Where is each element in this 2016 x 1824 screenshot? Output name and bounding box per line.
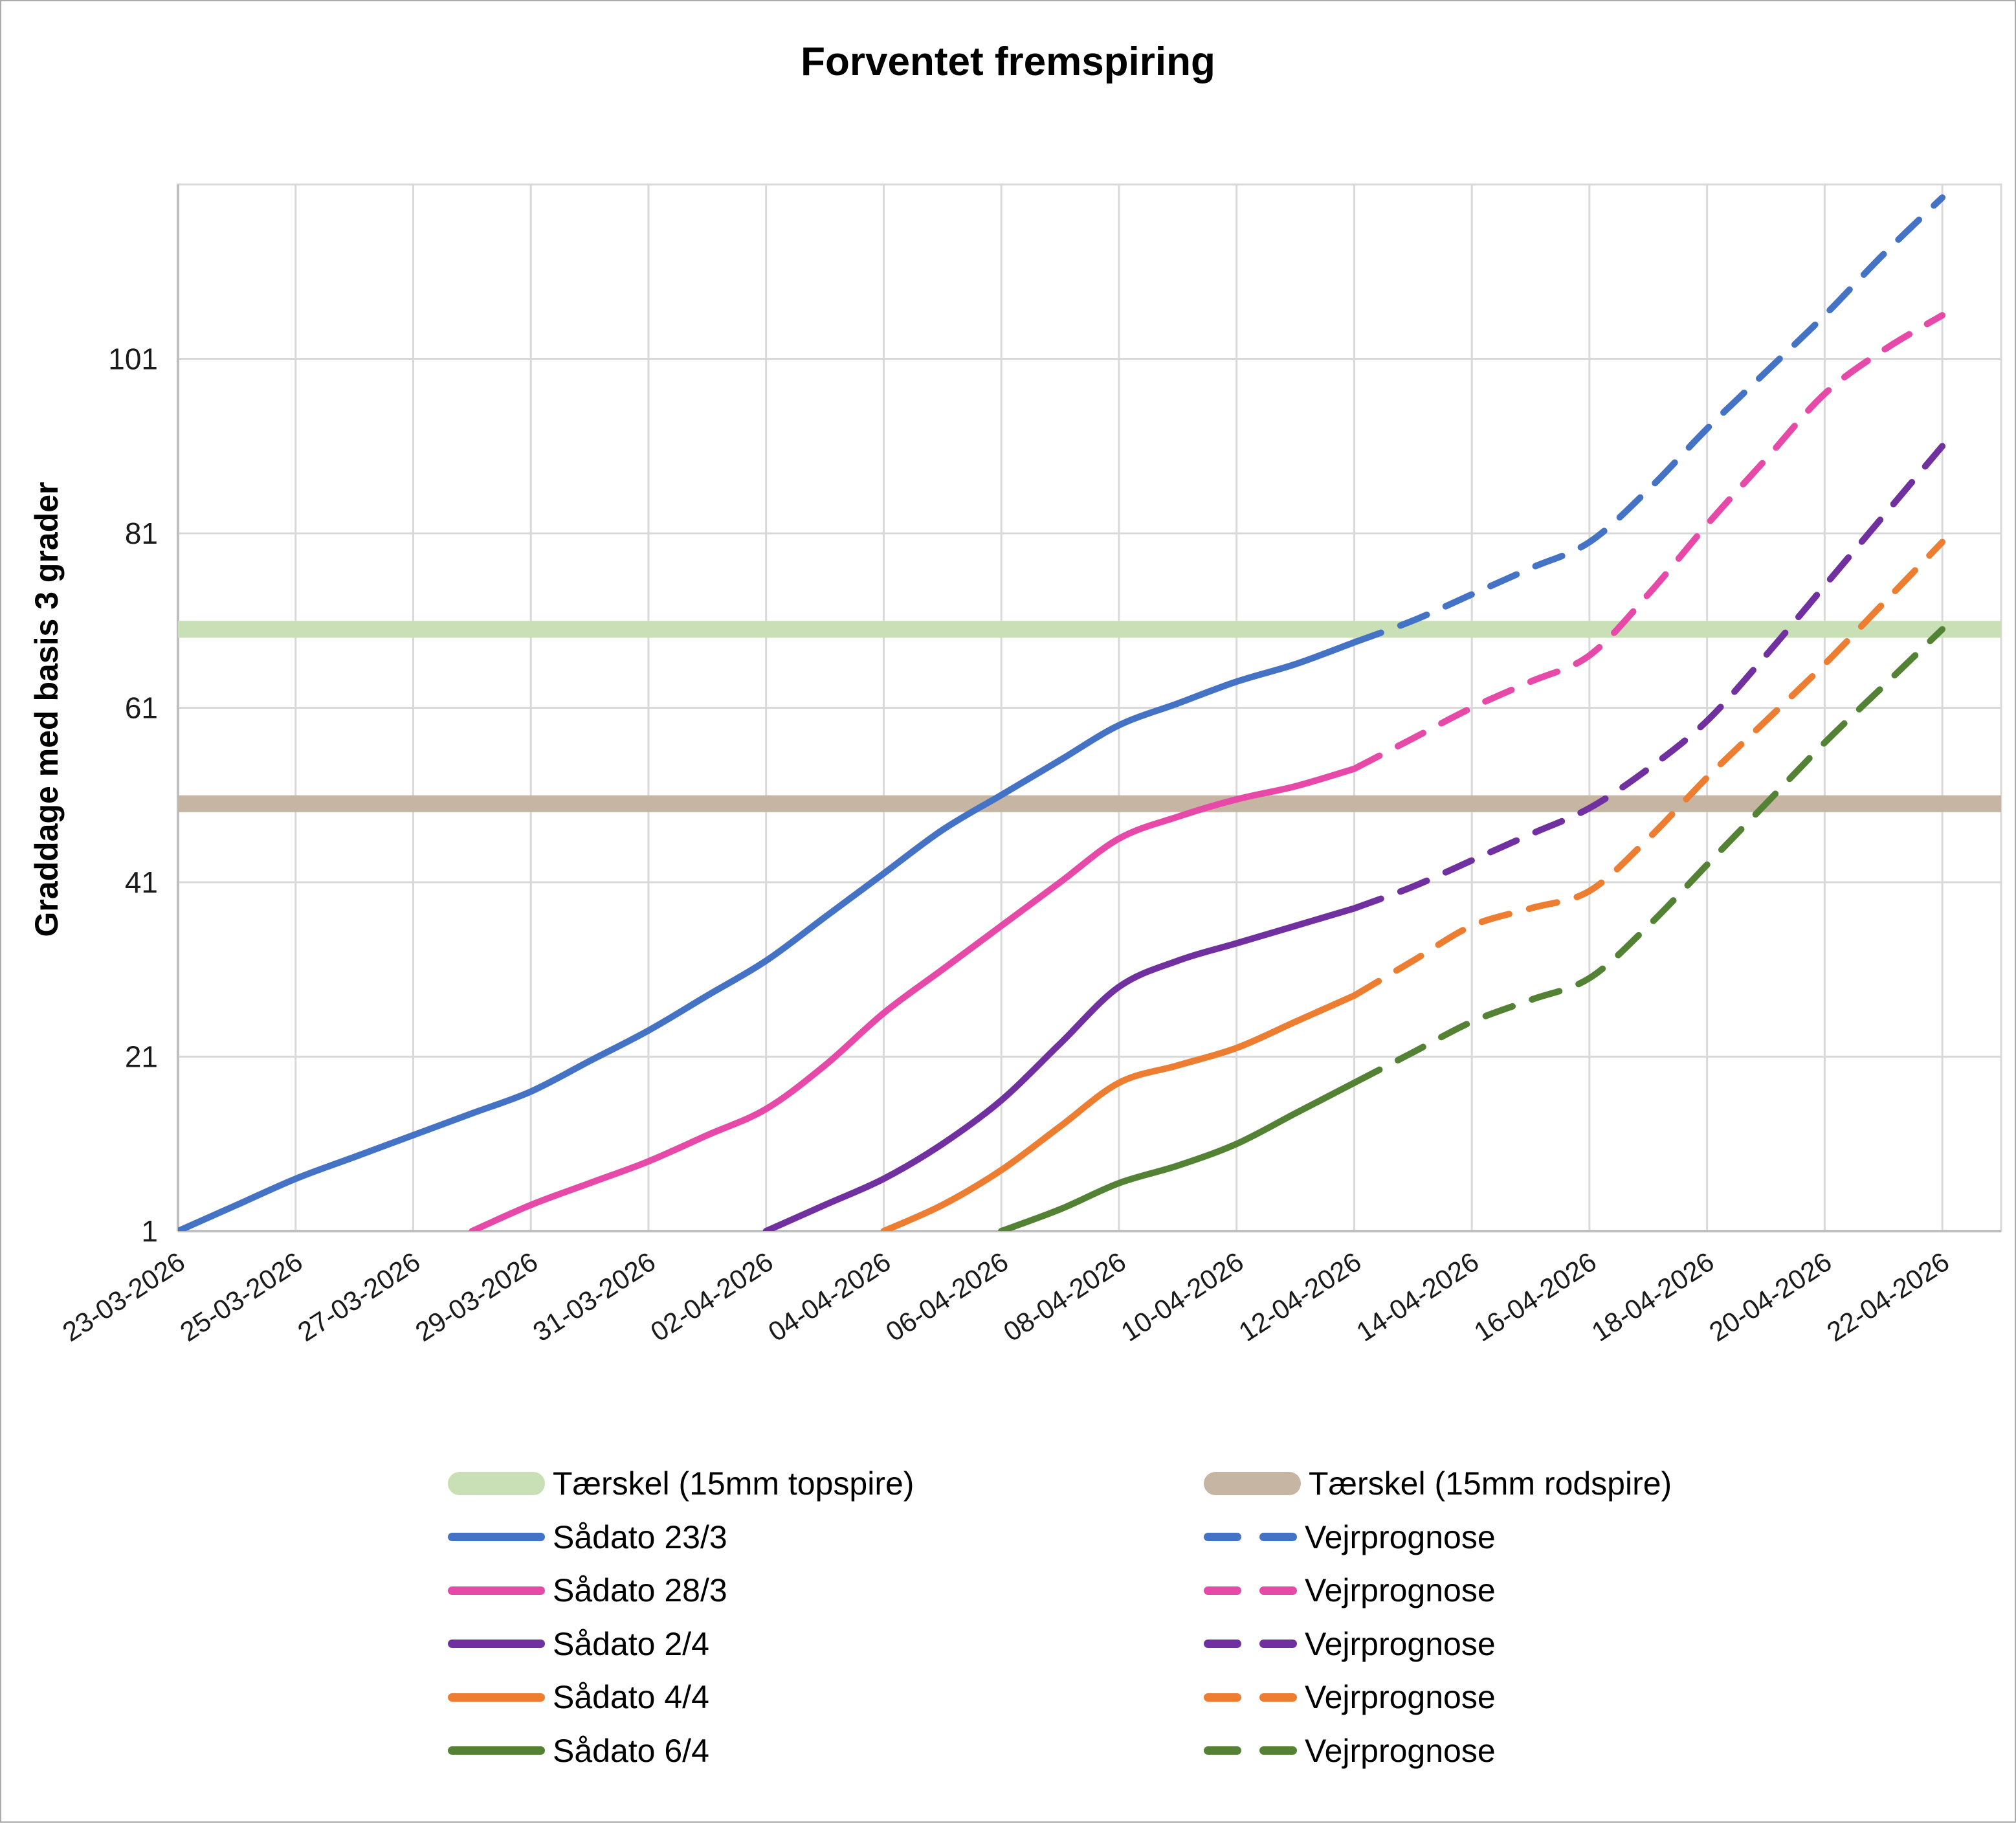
series-forecast-dashed-2 (1351, 443, 1946, 912)
y-tick-label: 61 (125, 691, 158, 725)
y-tick-label: 21 (125, 1040, 158, 1074)
x-tick-label: 10-04-2026 (1116, 1246, 1249, 1347)
series-solid-2 (762, 905, 1358, 1231)
x-tick-label: 25-03-2026 (175, 1246, 308, 1347)
x-tick-label: 29-03-2026 (410, 1246, 543, 1347)
threshold-band-rodspire (178, 795, 2001, 812)
x-tick-label: 22-04-2026 (1821, 1246, 1955, 1347)
y-tick-label: 81 (125, 517, 158, 550)
x-tick-label: 23-03-2026 (57, 1246, 190, 1347)
series-forecast-dashed-0 (1351, 194, 1946, 646)
x-tick-label: 20-04-2026 (1704, 1246, 1837, 1347)
x-tick-label: 27-03-2026 (293, 1246, 426, 1347)
series-solid-3 (880, 992, 1358, 1231)
threshold-band-topspire (178, 621, 2001, 638)
y-tick-label: 101 (108, 342, 158, 376)
x-tick-label: 04-04-2026 (763, 1246, 896, 1347)
gridlines (177, 184, 2001, 1232)
x-tick-label: 14-04-2026 (1351, 1246, 1484, 1347)
series-solid-1 (469, 765, 1358, 1231)
series-forecast-dashed-4 (1351, 626, 1946, 1086)
x-tick-label: 31-03-2026 (527, 1246, 661, 1347)
chart-title: Forventet fremspiring (801, 39, 1215, 84)
x-tick-label: 08-04-2026 (998, 1246, 1131, 1347)
series-lines (178, 194, 1946, 1231)
series-solid-4 (998, 1079, 1358, 1231)
y-tick-label: 41 (125, 865, 158, 899)
x-tick-label: 12-04-2026 (1234, 1246, 1367, 1347)
x-tick-label: 06-04-2026 (880, 1246, 1014, 1347)
x-tick-label: 18-04-2026 (1586, 1246, 1720, 1347)
y-tick-label: 1 (141, 1214, 158, 1248)
x-tick-label: 02-04-2026 (645, 1246, 779, 1347)
x-tick-label: 16-04-2026 (1468, 1246, 1602, 1347)
y-axis-labels: 1 21 41 61 81 101 (108, 342, 158, 1249)
series-solid-0 (178, 639, 1358, 1231)
x-axis-labels: 23-03-202625-03-202627-03-202629-03-2026… (57, 1246, 1955, 1347)
series-forecast-dashed-3 (1351, 539, 1946, 999)
series-forecast-dashed-1 (1351, 312, 1946, 772)
